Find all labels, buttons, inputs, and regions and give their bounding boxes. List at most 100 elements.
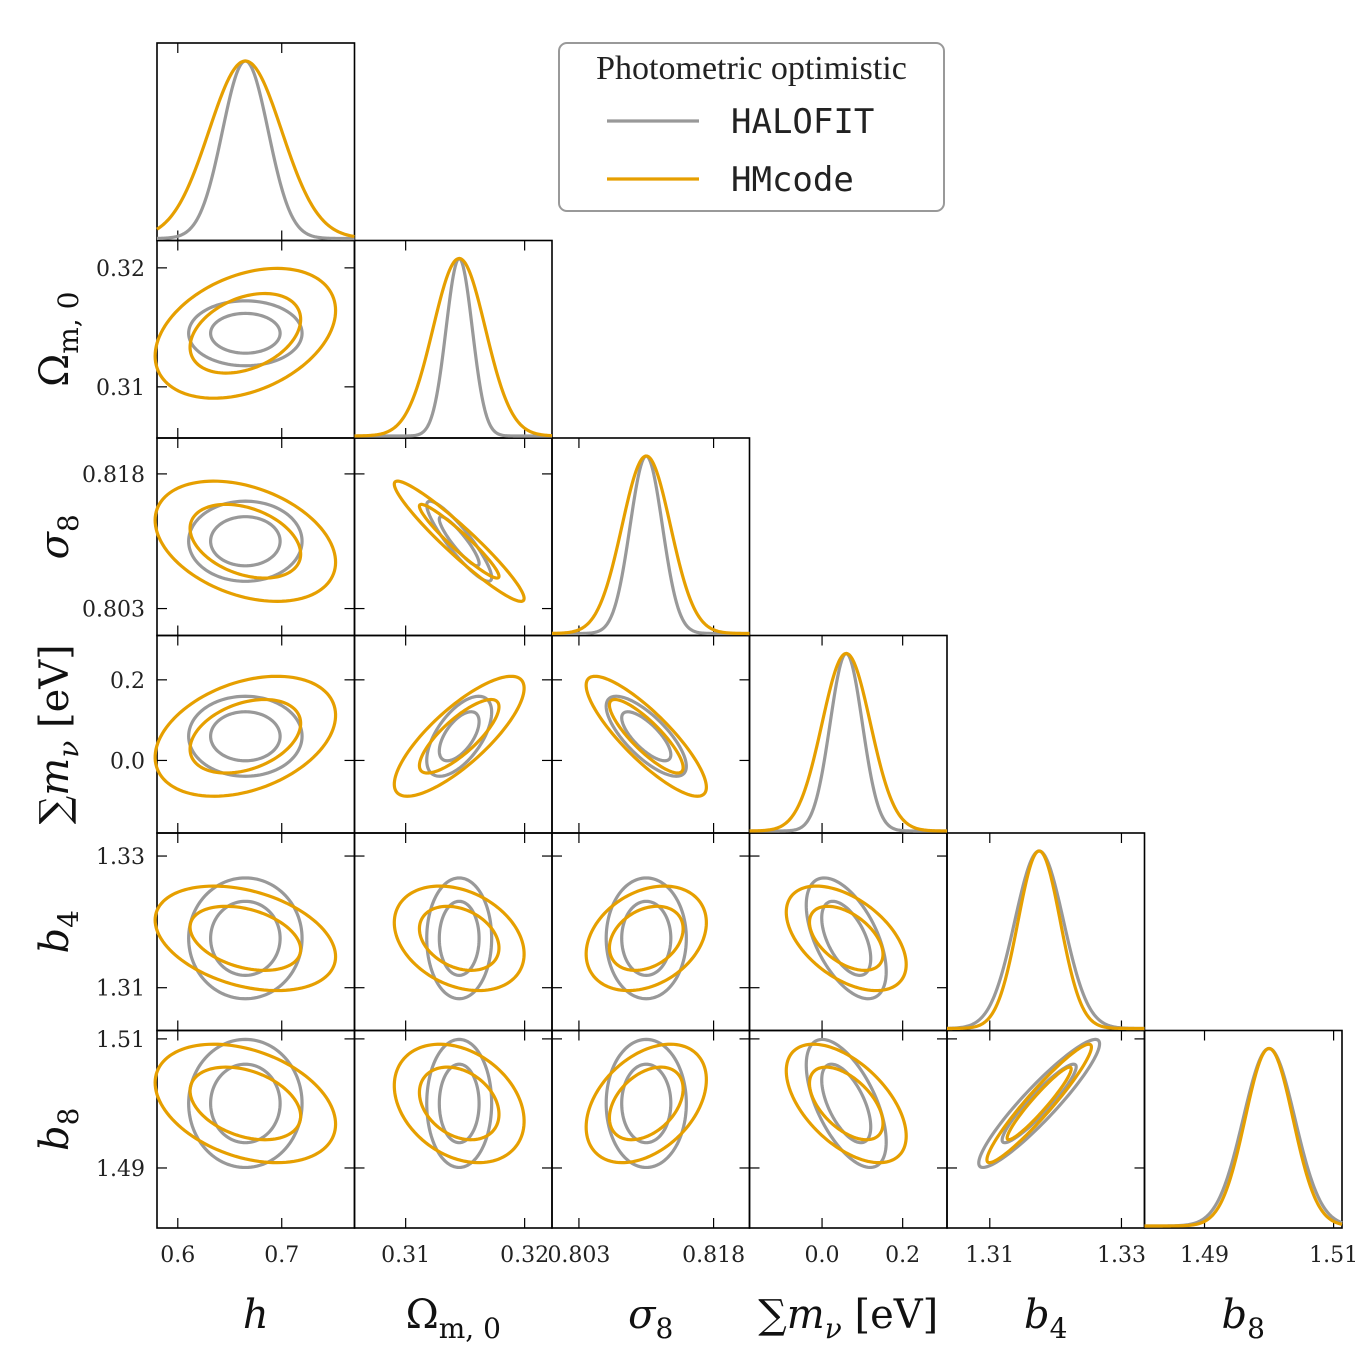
x-tick-label-b8-1: 1.51 [1309, 1243, 1358, 1268]
x-axis-title-b8: b8 [1222, 1292, 1265, 1345]
posterior-halofit-b4 [946, 849, 1145, 1031]
x-tick-label-om-1: 0.32 [500, 1243, 549, 1268]
y-tick-label-s8-1: 0.818 [82, 463, 145, 488]
x-tick-label-s8-1: 0.818 [682, 1243, 745, 1268]
panel-b8-s8 [551, 1029, 751, 1229]
y-axis-title-b4: b4 [32, 910, 85, 953]
contour-halofit-mnu-s8-1sigma [620, 710, 673, 763]
contour-hmcode-b4-mnu-1sigma [807, 904, 885, 972]
y-axis-title-mnu: ∑mν [eV] [32, 644, 85, 824]
posterior-halofit-h [156, 59, 355, 241]
contour-hmcode-b4-s8-2sigma [584, 884, 708, 993]
legend-title: Photometric optimistic [596, 50, 907, 87]
y-tick-label-b4-0: 1.31 [96, 977, 145, 1002]
contour-hmcode-b4-h-1sigma [188, 904, 303, 972]
x-tick-label-h-1: 0.7 [264, 1243, 299, 1268]
x-tick-label-b8-0: 1.49 [1180, 1243, 1229, 1268]
y-tick-label-mnu-1: 0.2 [110, 669, 145, 694]
x-axis-title-h: h [243, 1292, 269, 1338]
y-axis-title-s8: σ8 [32, 514, 85, 559]
contour-halofit-b8-h-2sigma [187, 1037, 304, 1170]
contour-hmcode-b8-b4-2sigma [985, 1042, 1094, 1165]
x-tick-label-s8-0: 0.803 [547, 1243, 610, 1268]
contour-hmcode-b8-om-2sigma [392, 1042, 526, 1165]
labels-layer: 0.6 0.7 0.31 0.320.803 0.818 0.0 0.2 1.31 1.33 1.… [32, 257, 1358, 1345]
contour-hmcode-b8-b4-1sigma [1005, 1065, 1073, 1142]
curves-layer [153, 59, 1343, 1228]
contour-hmcode-b8-s8-1sigma [607, 1065, 685, 1142]
contour-halofit-mnu-s8-2sigma [604, 694, 688, 778]
posterior-hmcode-b4 [946, 849, 1145, 1031]
contour-halofit-b4-om-1sigma [437, 899, 481, 977]
posterior-hmcode-h [156, 59, 355, 239]
contour-hmcode-b8-h-2sigma [153, 1042, 338, 1165]
contour-halofit-om-h-1sigma [208, 311, 282, 355]
contour-halofit-b8-b4-1sigma [1000, 1062, 1078, 1145]
panel-mnu-mnu [748, 634, 948, 834]
y-tick-label-b8-1: 1.51 [96, 1028, 145, 1053]
contour-hmcode-b4-om-1sigma [417, 904, 501, 972]
legend: Photometric optimistic HALOFIT HMcode [558, 42, 945, 212]
y-axis-title-b8: b8 [32, 1108, 85, 1151]
legend-label-hmcode: HMcode [731, 160, 854, 200]
posterior-hmcode-s8 [551, 454, 750, 636]
contour-halofit-b8-mnu-1sigma [820, 1062, 873, 1145]
posterior-hmcode-mnu [749, 651, 948, 833]
contour-hmcode-mnu-om-2sigma [392, 674, 526, 798]
panel-b8-h [156, 1029, 356, 1229]
contour-halofit-b4-s8-1sigma [620, 899, 673, 977]
contour-halofit-b4-h-1sigma [208, 899, 282, 977]
contour-halofit-b8-s8-2sigma [604, 1037, 688, 1170]
contour-halofit-b4-h-2sigma [187, 876, 304, 1001]
contour-hmcode-s8-h-1sigma [188, 502, 303, 580]
contour-halofit-mnu-om-2sigma [425, 694, 494, 778]
contour-hmcode-s8-h-2sigma [153, 479, 338, 603]
panel-b8-b4 [946, 1029, 1146, 1229]
x-tick-label-b4-1: 1.33 [1097, 1243, 1146, 1268]
posterior-hmcode-b8 [1144, 1046, 1343, 1228]
contour-halofit-b4-mnu-2sigma [804, 876, 888, 1001]
contour-hmcode-b8-mnu-1sigma [807, 1065, 885, 1142]
posterior-halofit-om [354, 256, 552, 438]
panel-s8-om [353, 437, 553, 637]
contour-hmcode-mnu-om-1sigma [417, 697, 501, 775]
contour-halofit-mnu-om-1sigma [437, 710, 481, 763]
contour-halofit-mnu-h-1sigma [208, 710, 282, 763]
x-tick-label-om-0: 0.31 [381, 1243, 430, 1268]
contour-hmcode-b8-mnu-2sigma [784, 1042, 908, 1165]
contour-halofit-b4-s8-2sigma [604, 876, 688, 1001]
contour-halofit-b8-om-1sigma [437, 1062, 481, 1145]
y-tick-label-s8-0: 0.803 [82, 598, 145, 623]
x-tick-label-b4-0: 1.31 [965, 1243, 1014, 1268]
contour-hmcode-om-h-2sigma [153, 266, 338, 400]
contour-hmcode-b4-om-2sigma [392, 884, 526, 993]
contour-hmcode-mnu-h-1sigma [188, 697, 303, 775]
panel-s8-h [156, 437, 356, 637]
contour-halofit-b8-mnu-2sigma [804, 1037, 888, 1170]
contour-hmcode-b8-h-1sigma [188, 1065, 303, 1142]
contour-hmcode-b8-om-1sigma [417, 1065, 501, 1142]
posterior-halofit-b8 [1144, 1046, 1343, 1228]
panel-b4-om [353, 832, 553, 1032]
y-axis-title-om: Ωm, 0 [32, 292, 85, 387]
panel-b8-mnu [748, 1029, 948, 1229]
panels-layer [156, 42, 1343, 1229]
legend-box [558, 42, 945, 212]
contour-hmcode-om-h-1sigma [188, 291, 303, 375]
contour-halofit-s8-h-1sigma [208, 515, 282, 568]
x-axis-title-s8: σ8 [628, 1292, 673, 1345]
contour-hmcode-mnu-h-2sigma [153, 674, 338, 798]
contour-hmcode-mnu-s8-1sigma [607, 697, 685, 775]
contour-hmcode-b4-h-2sigma [153, 884, 338, 993]
posterior-hmcode-om [354, 256, 553, 438]
contour-halofit-b4-om-2sigma [425, 876, 494, 1001]
contour-halofit-mnu-h-2sigma [187, 694, 304, 778]
x-axis-title-om: Ωm, 0 [406, 1292, 501, 1345]
y-tick-label-om-0: 0.31 [96, 376, 145, 401]
posterior-halofit-mnu [749, 651, 947, 833]
x-axis-title-b4: b4 [1024, 1292, 1067, 1345]
contour-hmcode-b4-s8-1sigma [607, 904, 685, 972]
contour-hmcode-s8-om-2sigma [392, 479, 526, 603]
contour-hmcode-mnu-s8-2sigma [584, 674, 708, 798]
